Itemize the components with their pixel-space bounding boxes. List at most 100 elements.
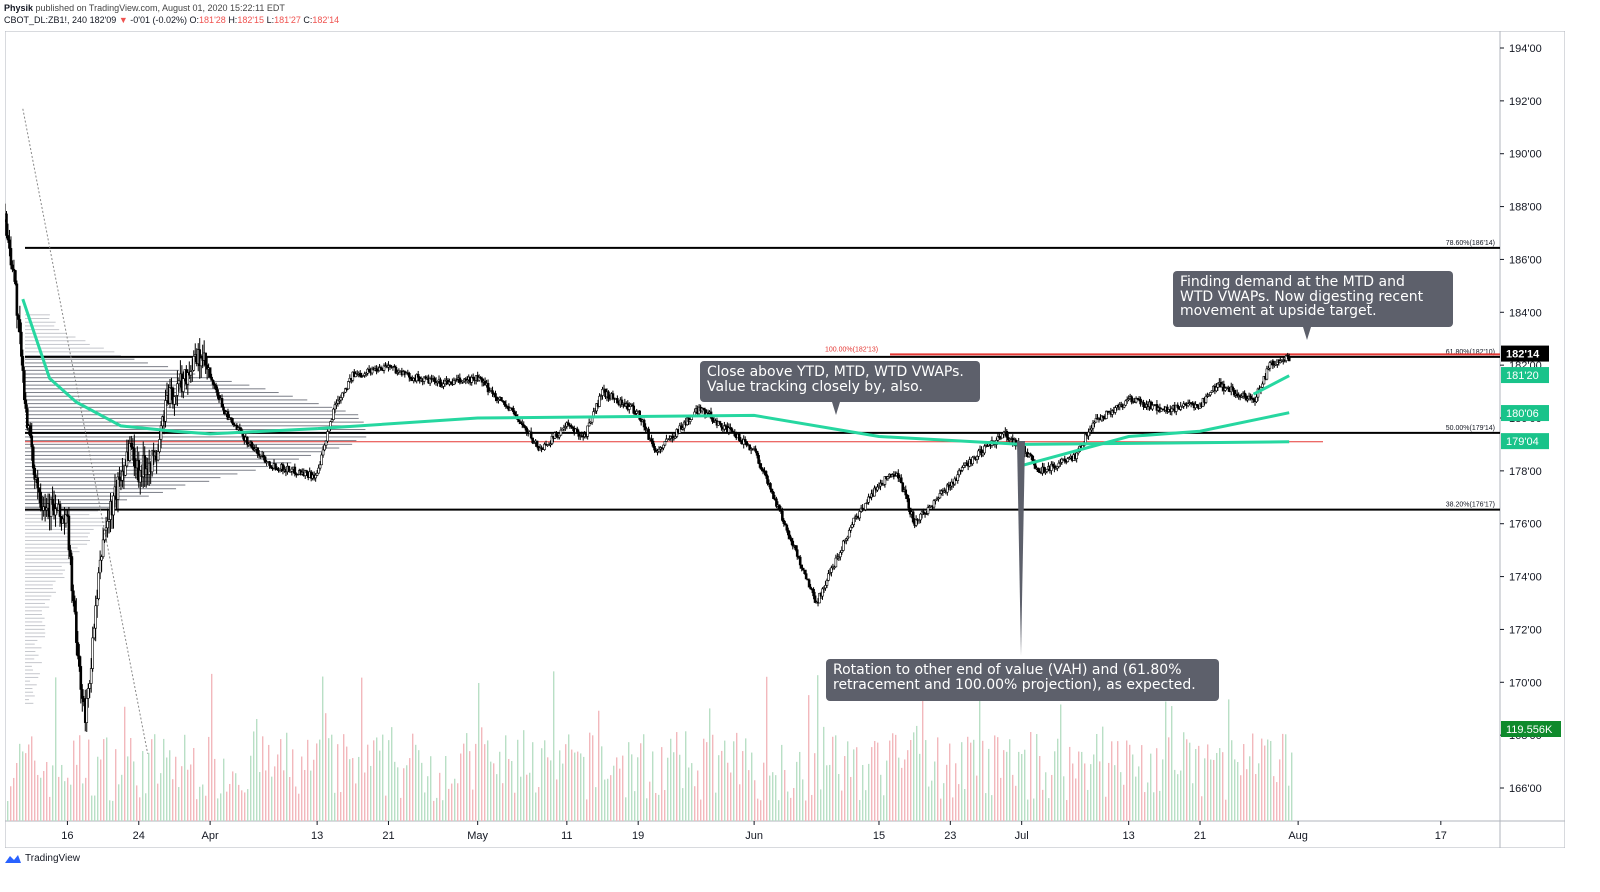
volume-bar: [625, 797, 627, 821]
time-axis[interactable]: 16 24 Apr 13 21 May 11 19 Jun 15 23 Jul 13 21 Aug 17: [61, 821, 1447, 842]
volume-bar: [211, 673, 213, 821]
candle-body: [960, 467, 964, 471]
volume-bar: [847, 741, 849, 821]
rotation-pointer: [1017, 441, 1025, 656]
author-name[interactable]: Physik: [4, 3, 34, 13]
volume-bar: [247, 789, 249, 821]
volume-bar: [253, 731, 255, 821]
candle-body: [798, 556, 802, 566]
candle-body: [807, 579, 811, 588]
profile-row: [25, 410, 346, 412]
volume-bar: [391, 727, 393, 821]
volume-bar: [622, 755, 624, 821]
candle-body: [1209, 392, 1212, 396]
volume-bar: [814, 753, 816, 821]
volume-bar: [805, 800, 807, 821]
candle-body: [94, 605, 97, 629]
volume-bar: [127, 756, 129, 821]
open-label: O:: [189, 15, 200, 25]
candle-body: [1050, 463, 1053, 471]
volume-bar: [1228, 699, 1230, 821]
tradingview-logo[interactable]: TradingView: [4, 853, 80, 864]
volume-bar: [1195, 749, 1197, 821]
volume-bar: [316, 743, 318, 821]
candle-body: [1243, 392, 1246, 397]
volume-bar: [613, 765, 615, 821]
volume-bar: [1198, 745, 1200, 821]
volume-bar: [448, 788, 450, 821]
candle-body: [1261, 383, 1264, 388]
volume-bar: [928, 786, 930, 821]
candle-body: [766, 475, 769, 484]
chart-frame[interactable]: 78.60%(186'14) 61.80%(182'10) 100.00%(182'…: [3, 30, 1566, 849]
candle-body: [30, 435, 34, 448]
volume-bar: [889, 740, 891, 821]
profile-row: [25, 665, 32, 667]
candle-body: [764, 471, 768, 477]
candle-body: [813, 595, 817, 603]
callout-demand[interactable]: Finding demand at the MTD and WTD VWAPs.…: [1173, 271, 1453, 340]
volume-bar: [1009, 739, 1011, 821]
candle-body: [971, 456, 974, 465]
candle-body: [839, 552, 842, 558]
volume-bar: [754, 780, 756, 821]
volume-bar: [1204, 758, 1206, 821]
volume-bar: [208, 736, 210, 821]
volume-bar: [688, 767, 690, 821]
volume-bar: [610, 775, 612, 821]
candle-body: [1088, 429, 1092, 433]
candle-body: [711, 417, 714, 422]
volume-bar: [760, 800, 762, 821]
volume-bar: [862, 764, 864, 821]
candle-body: [1186, 403, 1190, 407]
candle-body: [104, 527, 108, 531]
volume-bar: [337, 744, 339, 821]
volume-bar: [421, 762, 423, 821]
volume-bar: [841, 790, 843, 821]
candle-body: [92, 627, 96, 639]
volume-bar: [310, 770, 312, 821]
volume-bar: [250, 755, 252, 821]
callout-rotation[interactable]: Rotation to other end of value (VAH) and…: [826, 659, 1219, 701]
candle-body: [24, 399, 28, 409]
candle-body: [886, 476, 890, 480]
candle-body: [1102, 415, 1105, 419]
volume-bar: [346, 746, 348, 821]
candle-body: [1170, 408, 1174, 412]
candle-body: [880, 482, 884, 485]
profile-row: [25, 547, 78, 549]
price-axis[interactable]: 166'00168'00170'00172'00174'00176'00178'…: [1500, 43, 1542, 795]
profile-row: [25, 451, 325, 453]
candle-body: [97, 572, 100, 599]
volume-bar: [22, 751, 24, 821]
candle-body: [370, 368, 374, 374]
price-chart[interactable]: 78.60%(186'14) 61.80%(182'10) 100.00%(182'…: [3, 30, 1566, 849]
volume-bar: [778, 800, 780, 821]
price-tag: [1501, 345, 1549, 362]
volume-bar: [1165, 701, 1167, 821]
volume-bar: [490, 761, 492, 821]
low-value: 181'27: [274, 15, 301, 25]
profile-row: [25, 628, 45, 630]
profile-row: [25, 606, 50, 608]
y-tick-label: 166'00: [1509, 783, 1542, 795]
volume-bar: [937, 737, 939, 821]
callout-close-above[interactable]: Close above YTD, MTD, WTD VWAPs. Value t…: [700, 361, 980, 415]
volume-bar: [931, 780, 933, 821]
profile-row: [25, 621, 43, 623]
volume-bar: [1150, 753, 1152, 821]
candle-body: [18, 319, 22, 333]
profile-row: [25, 377, 212, 379]
profile-row: [25, 580, 56, 582]
candle-body: [21, 356, 25, 371]
volume-bar: [1252, 733, 1254, 821]
candle-body: [801, 567, 805, 571]
volume-bar: [61, 764, 63, 821]
volume-bar: [1054, 751, 1056, 821]
candle-body: [231, 418, 234, 424]
volume-bar: [646, 798, 648, 821]
candle-body: [795, 549, 799, 557]
profile-row: [25, 395, 293, 397]
volume-bar: [505, 735, 507, 821]
volume-bar: [799, 751, 801, 821]
